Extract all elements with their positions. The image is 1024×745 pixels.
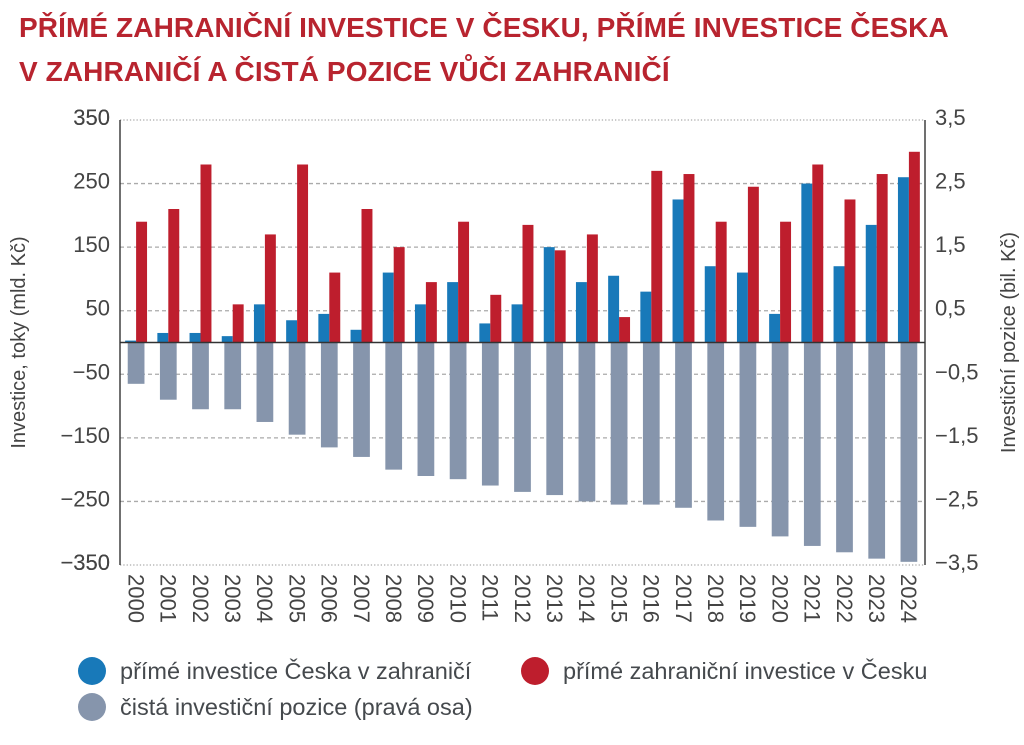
svg-text:Investiční pozice (bil. Kč): Investiční pozice (bil. Kč) <box>998 232 1020 453</box>
svg-text:2014: 2014 <box>574 574 599 623</box>
svg-text:2002: 2002 <box>188 574 213 623</box>
svg-text:150: 150 <box>73 232 110 257</box>
svg-text:2019: 2019 <box>735 574 760 623</box>
svg-text:1,5: 1,5 <box>935 232 966 257</box>
svg-text:2012: 2012 <box>510 574 535 623</box>
svg-text:2,5: 2,5 <box>935 169 966 194</box>
svg-text:2007: 2007 <box>349 574 374 623</box>
svg-text:2018: 2018 <box>703 574 728 623</box>
svg-text:2006: 2006 <box>317 574 342 623</box>
svg-text:Investice, toky (mld. Kč): Investice, toky (mld. Kč) <box>8 236 30 448</box>
svg-text:−1,5: −1,5 <box>935 423 978 448</box>
svg-text:2022: 2022 <box>832 574 857 623</box>
svg-text:2016: 2016 <box>639 574 664 623</box>
svg-text:−50: −50 <box>73 359 110 384</box>
svg-text:0,5: 0,5 <box>935 296 966 321</box>
svg-text:2011: 2011 <box>478 574 503 621</box>
svg-text:−0,5: −0,5 <box>935 359 978 384</box>
svg-text:50: 50 <box>86 296 110 321</box>
svg-text:2017: 2017 <box>671 574 696 623</box>
svg-text:2004: 2004 <box>252 574 277 623</box>
svg-text:250: 250 <box>73 169 110 194</box>
svg-text:2020: 2020 <box>767 574 792 623</box>
svg-text:2005: 2005 <box>284 574 309 623</box>
svg-text:3,5: 3,5 <box>935 105 966 130</box>
svg-text:−150: −150 <box>60 423 110 448</box>
svg-text:2001: 2001 <box>156 574 181 623</box>
svg-text:2013: 2013 <box>542 574 567 623</box>
svg-text:2009: 2009 <box>413 574 438 623</box>
svg-text:−2,5: −2,5 <box>935 486 978 511</box>
svg-text:−3,5: −3,5 <box>935 550 978 575</box>
svg-text:2015: 2015 <box>606 574 631 623</box>
svg-text:2003: 2003 <box>220 574 245 623</box>
svg-text:2008: 2008 <box>381 574 406 623</box>
svg-text:−250: −250 <box>60 486 110 511</box>
svg-text:350: 350 <box>73 105 110 130</box>
svg-text:2023: 2023 <box>864 574 889 623</box>
svg-text:2021: 2021 <box>800 574 825 623</box>
svg-text:2010: 2010 <box>445 574 470 623</box>
svg-text:−350: −350 <box>60 550 110 575</box>
svg-text:2024: 2024 <box>896 574 921 623</box>
svg-text:2000: 2000 <box>123 574 148 623</box>
